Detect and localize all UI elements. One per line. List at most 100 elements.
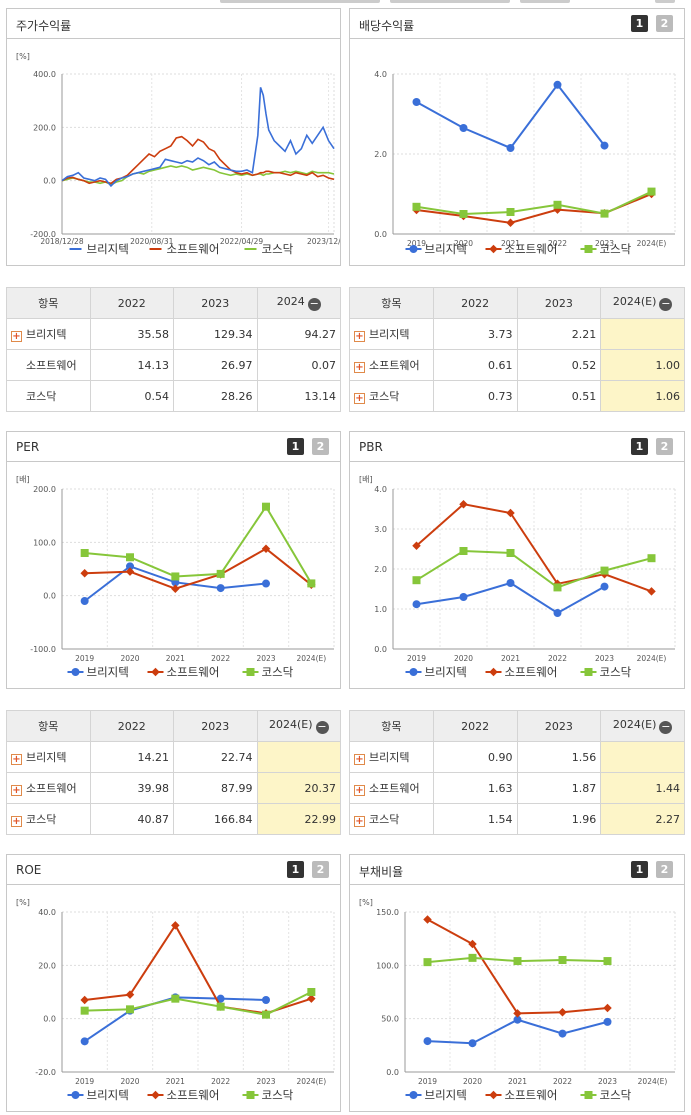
collapse-icon[interactable]: −	[315, 720, 329, 734]
column-header: 2024(E)	[612, 295, 657, 308]
x-tick-label: 2019	[75, 654, 94, 663]
cell-value: 166.84	[214, 812, 253, 826]
y-tick-label: 200.0	[33, 123, 56, 132]
view-1-button[interactable]: 1	[287, 438, 304, 455]
table-row: 소프트웨어 14.13 26.97 0.07	[6, 349, 341, 381]
data-point	[647, 187, 656, 196]
row-label: 소프트웨어	[369, 782, 420, 795]
legend-label: 코스닥	[262, 1088, 294, 1102]
view-1-button[interactable]: 1	[631, 15, 648, 32]
y-tick-label: -20.0	[35, 1068, 56, 1077]
data-point	[216, 584, 225, 593]
x-tick-label: 2021	[166, 654, 185, 663]
data-point	[584, 668, 593, 676]
data-point	[246, 668, 255, 676]
legend-label: 브리지텍	[425, 665, 467, 679]
cell-value: 1.87	[571, 781, 597, 795]
data-point	[151, 667, 160, 677]
expand-icon[interactable]: +	[11, 785, 22, 796]
legend-item: 코스닥	[580, 665, 632, 679]
expand-icon[interactable]: +	[354, 785, 365, 796]
data-point	[246, 1091, 255, 1099]
unit-label: [%]	[16, 52, 30, 61]
data-point	[558, 1008, 567, 1017]
data-point	[307, 994, 316, 1003]
x-tick-label: 2024(E)	[638, 1077, 668, 1086]
view-2-button[interactable]: 2	[656, 438, 673, 455]
view-2-button[interactable]: 2	[312, 861, 329, 878]
data-point	[459, 547, 468, 555]
data-point	[553, 609, 562, 617]
x-tick-label: 2023/12/28	[307, 237, 340, 246]
pbr-chart: [배]4.0 3.0 2.0 1.0 0.0 2019 2020 2021 2022 2023 20…	[359, 475, 676, 679]
view-1-button[interactable]: 1	[631, 861, 648, 878]
legend-item: 코스닥	[580, 242, 632, 256]
view-1-button[interactable]: 1	[287, 861, 304, 878]
cell-value: 87.99	[221, 781, 253, 795]
y-tick-label: 4.0	[374, 485, 387, 494]
top-decoration	[0, 0, 691, 4]
data-point	[71, 1091, 80, 1099]
expand-icon[interactable]: +	[11, 754, 22, 765]
row-label: 소프트웨어	[26, 782, 77, 795]
view-2-button[interactable]: 2	[312, 438, 329, 455]
column-header: 2024(E)	[268, 718, 313, 731]
table-row: + 브리지텍 3.73 2.21	[349, 318, 685, 350]
y-tick-label: 50.0	[381, 1015, 399, 1024]
legend-item: 코스닥	[242, 665, 294, 679]
data-point	[600, 582, 609, 591]
view-1-button[interactable]: 1	[631, 438, 648, 455]
legend-label: 코스닥	[262, 242, 294, 256]
view-2-button[interactable]: 2	[656, 15, 673, 32]
data-point	[553, 583, 562, 592]
legend-label: 소프트웨어	[505, 242, 558, 256]
roe-chart: [%] 40.0 20.0 0.0 -20.0 2019 2020 2021 2022 2023 2…	[16, 898, 335, 1102]
collapse-icon[interactable]: −	[659, 720, 673, 734]
expand-icon[interactable]: +	[354, 754, 365, 765]
panel-title: 배당수익률	[359, 19, 415, 33]
series-line	[416, 190, 652, 216]
data-point	[262, 579, 270, 588]
legend-label: 브리지텍	[87, 1088, 129, 1102]
x-tick-label: 2024(E)	[296, 1077, 326, 1086]
x-tick-label: 2023	[256, 654, 275, 663]
series-line	[84, 991, 312, 1016]
table-header-row: 항목 2022 2023 2024−	[6, 287, 341, 319]
expand-icon[interactable]: +	[354, 816, 365, 827]
x-tick-label: 2020/08/31	[130, 237, 173, 246]
data-point	[489, 244, 498, 254]
data-point	[603, 1003, 612, 1013]
legend-label: 브리지텍	[425, 242, 467, 256]
legend-label: 소프트웨어	[505, 1088, 558, 1102]
collapse-icon[interactable]: −	[659, 297, 673, 311]
x-tick-label: 2022	[553, 1077, 572, 1086]
expand-icon[interactable]: +	[354, 331, 365, 342]
view-2-button[interactable]: 2	[656, 861, 673, 878]
row-label: 코스닥	[369, 813, 400, 826]
table-row: + 소프트웨어 39.98 87.99 20.37	[6, 772, 341, 804]
table-row: + 코스닥 1.54 1.96 2.27	[349, 803, 685, 835]
expand-icon[interactable]: +	[354, 362, 365, 373]
data-point	[506, 144, 515, 152]
expand-icon[interactable]: +	[11, 816, 22, 827]
x-tick-label: 2020	[454, 654, 473, 663]
expand-icon[interactable]: +	[354, 393, 365, 404]
legend-label: 브리지텍	[87, 242, 129, 256]
data-point	[80, 549, 89, 557]
series-line	[61, 87, 335, 188]
row-label: 브리지텍	[369, 328, 410, 341]
x-tick-label: 2023	[595, 654, 614, 663]
unit-label: [%]	[359, 898, 373, 907]
legend-item: 소프트웨어	[147, 665, 219, 679]
expand-icon[interactable]: +	[11, 331, 22, 342]
x-tick-label: 2019	[75, 1077, 94, 1086]
dividend-yield-panel: 배당수익률 1 2 4.0 2.0 0.0 2019 2020 2021 2022 2023 2…	[349, 8, 685, 266]
collapse-icon[interactable]: −	[307, 297, 321, 311]
table-header-row: 항목 2022 2023 2024(E) −	[6, 710, 341, 742]
data-point	[423, 958, 432, 967]
x-tick-label: 2021	[501, 239, 520, 248]
column-header: 2022	[117, 296, 146, 310]
data-point	[600, 209, 609, 218]
cell-value: 1.06	[655, 389, 681, 403]
data-point	[459, 499, 468, 509]
